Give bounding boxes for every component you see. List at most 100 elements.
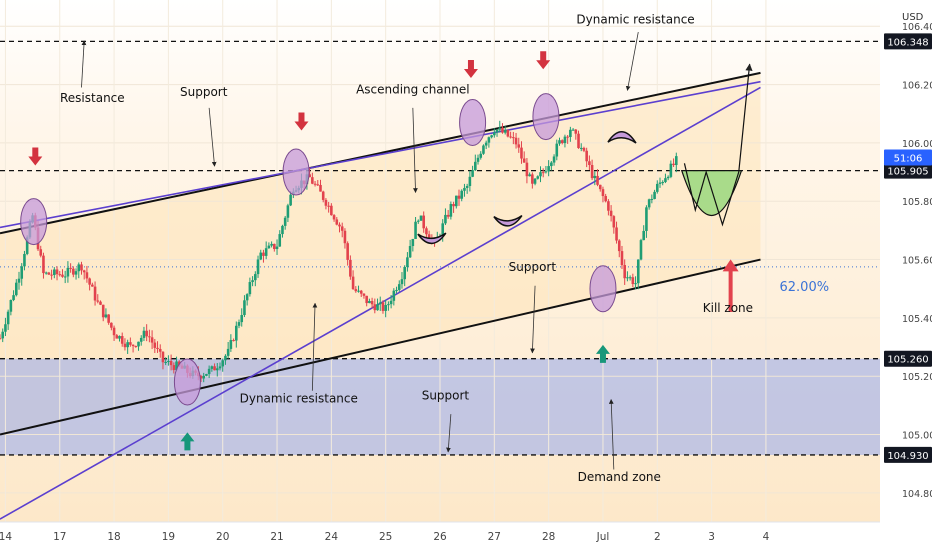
- candle-body: [626, 277, 629, 279]
- annotation-label: Dynamic resistance: [240, 391, 358, 405]
- annotation-pointer: [530, 285, 536, 354]
- candle-body: [574, 129, 578, 134]
- annotation-label: Support: [180, 85, 228, 99]
- price-badge-bg: [884, 446, 932, 463]
- candle-body: [20, 266, 24, 279]
- candle-body: [373, 304, 377, 311]
- candles: [0, 120, 678, 383]
- candle-body: [58, 274, 62, 276]
- channel-lower-line: [0, 258, 761, 436]
- price-axis[interactable]: 106.400 106.200 106.000 105.800 105.600 105.4…: [884, 22, 932, 500]
- candle-body: [425, 228, 428, 235]
- candle-body: [620, 251, 624, 266]
- candle-body: [512, 137, 515, 139]
- candle-body: [376, 304, 379, 311]
- time-tick-label: 2: [654, 531, 661, 543]
- candle-body: [444, 214, 447, 224]
- candle-body: [593, 175, 597, 179]
- candle-body: [340, 226, 344, 231]
- candle-body: [463, 187, 466, 191]
- candle-body: [397, 284, 401, 290]
- price-tick-label: 105.000: [902, 431, 932, 442]
- candle-body: [142, 330, 146, 338]
- green-arrow-up: [180, 432, 195, 451]
- time-tick-label: 18: [107, 531, 120, 543]
- candle-body: [645, 207, 648, 231]
- candle-body: [110, 322, 113, 328]
- candle-body: [528, 174, 531, 177]
- candle-body: [482, 145, 485, 154]
- candle-body: [335, 219, 339, 225]
- candle-body: [384, 304, 387, 311]
- grid: [0, 0, 880, 522]
- candle-body: [205, 374, 208, 376]
- candle-body: [370, 300, 374, 305]
- annotation-pointer: [446, 414, 452, 453]
- time-tick-label: 25: [379, 531, 392, 543]
- candle-body: [351, 276, 355, 290]
- candle-body: [343, 230, 347, 244]
- candle-body: [615, 227, 618, 241]
- candle-body: [642, 230, 646, 241]
- candle-body: [503, 129, 507, 133]
- candle-body: [283, 217, 287, 226]
- candle-body: [281, 225, 284, 235]
- candle-body: [653, 191, 656, 199]
- candle-body: [4, 324, 7, 332]
- candle-body: [150, 337, 154, 343]
- candle-body: [636, 259, 640, 284]
- candle-body: [275, 246, 279, 250]
- candle-body: [525, 162, 529, 177]
- candle-body: [96, 300, 100, 302]
- candle-body: [354, 289, 358, 292]
- candle-body: [25, 237, 29, 254]
- time-tick-label: Jul: [596, 531, 610, 543]
- time-axis[interactable]: 14 17 18 19 20 21 24 25 26 27 28 Jul 2 3 4: [0, 531, 770, 543]
- candle-body: [381, 302, 385, 311]
- chart-markers: [20, 51, 637, 451]
- pattern-arc: [607, 131, 637, 144]
- candle-body: [1, 331, 5, 339]
- pattern-arc: [493, 215, 523, 227]
- candle-body: [240, 315, 244, 323]
- candle-body: [44, 272, 48, 274]
- candle-body: [118, 336, 121, 339]
- price-badge-label: 105.260: [887, 355, 928, 366]
- price-tick-label: 105.600: [902, 256, 932, 267]
- candle-body: [91, 284, 94, 287]
- candle-body: [639, 240, 643, 260]
- candle-body: [164, 362, 167, 364]
- candle-body: [563, 136, 567, 144]
- candle-body: [457, 195, 461, 199]
- candle-body: [547, 166, 550, 172]
- candle-body: [471, 170, 474, 177]
- candle-body: [416, 220, 420, 222]
- candle-body: [365, 295, 368, 304]
- time-tick-label: 27: [488, 531, 501, 543]
- candle-body: [368, 300, 371, 304]
- candle-body: [403, 266, 406, 280]
- candle-body: [169, 360, 173, 366]
- candle-body: [647, 199, 651, 208]
- candle-body: [14, 282, 18, 296]
- candle-body: [286, 205, 290, 218]
- candle-body: [427, 234, 431, 240]
- price-tick-label: 106.400: [902, 22, 932, 33]
- time-tick-label: 19: [162, 531, 175, 543]
- current-price-badge-bg: [884, 149, 932, 166]
- candle-body: [533, 178, 537, 184]
- candle-body: [148, 336, 151, 338]
- candle-body: [395, 289, 398, 291]
- candle-body: [550, 162, 553, 167]
- time-tick-label: 4: [763, 531, 770, 543]
- candle-body: [408, 246, 412, 258]
- candle-body: [495, 129, 499, 133]
- candle-body: [522, 158, 526, 163]
- candle-body: [107, 314, 110, 323]
- candle-body: [558, 140, 561, 144]
- candle-body: [509, 136, 512, 138]
- candle-body: [338, 224, 341, 227]
- candle-body: [53, 269, 56, 276]
- price-tick-label: 106.000: [902, 139, 932, 150]
